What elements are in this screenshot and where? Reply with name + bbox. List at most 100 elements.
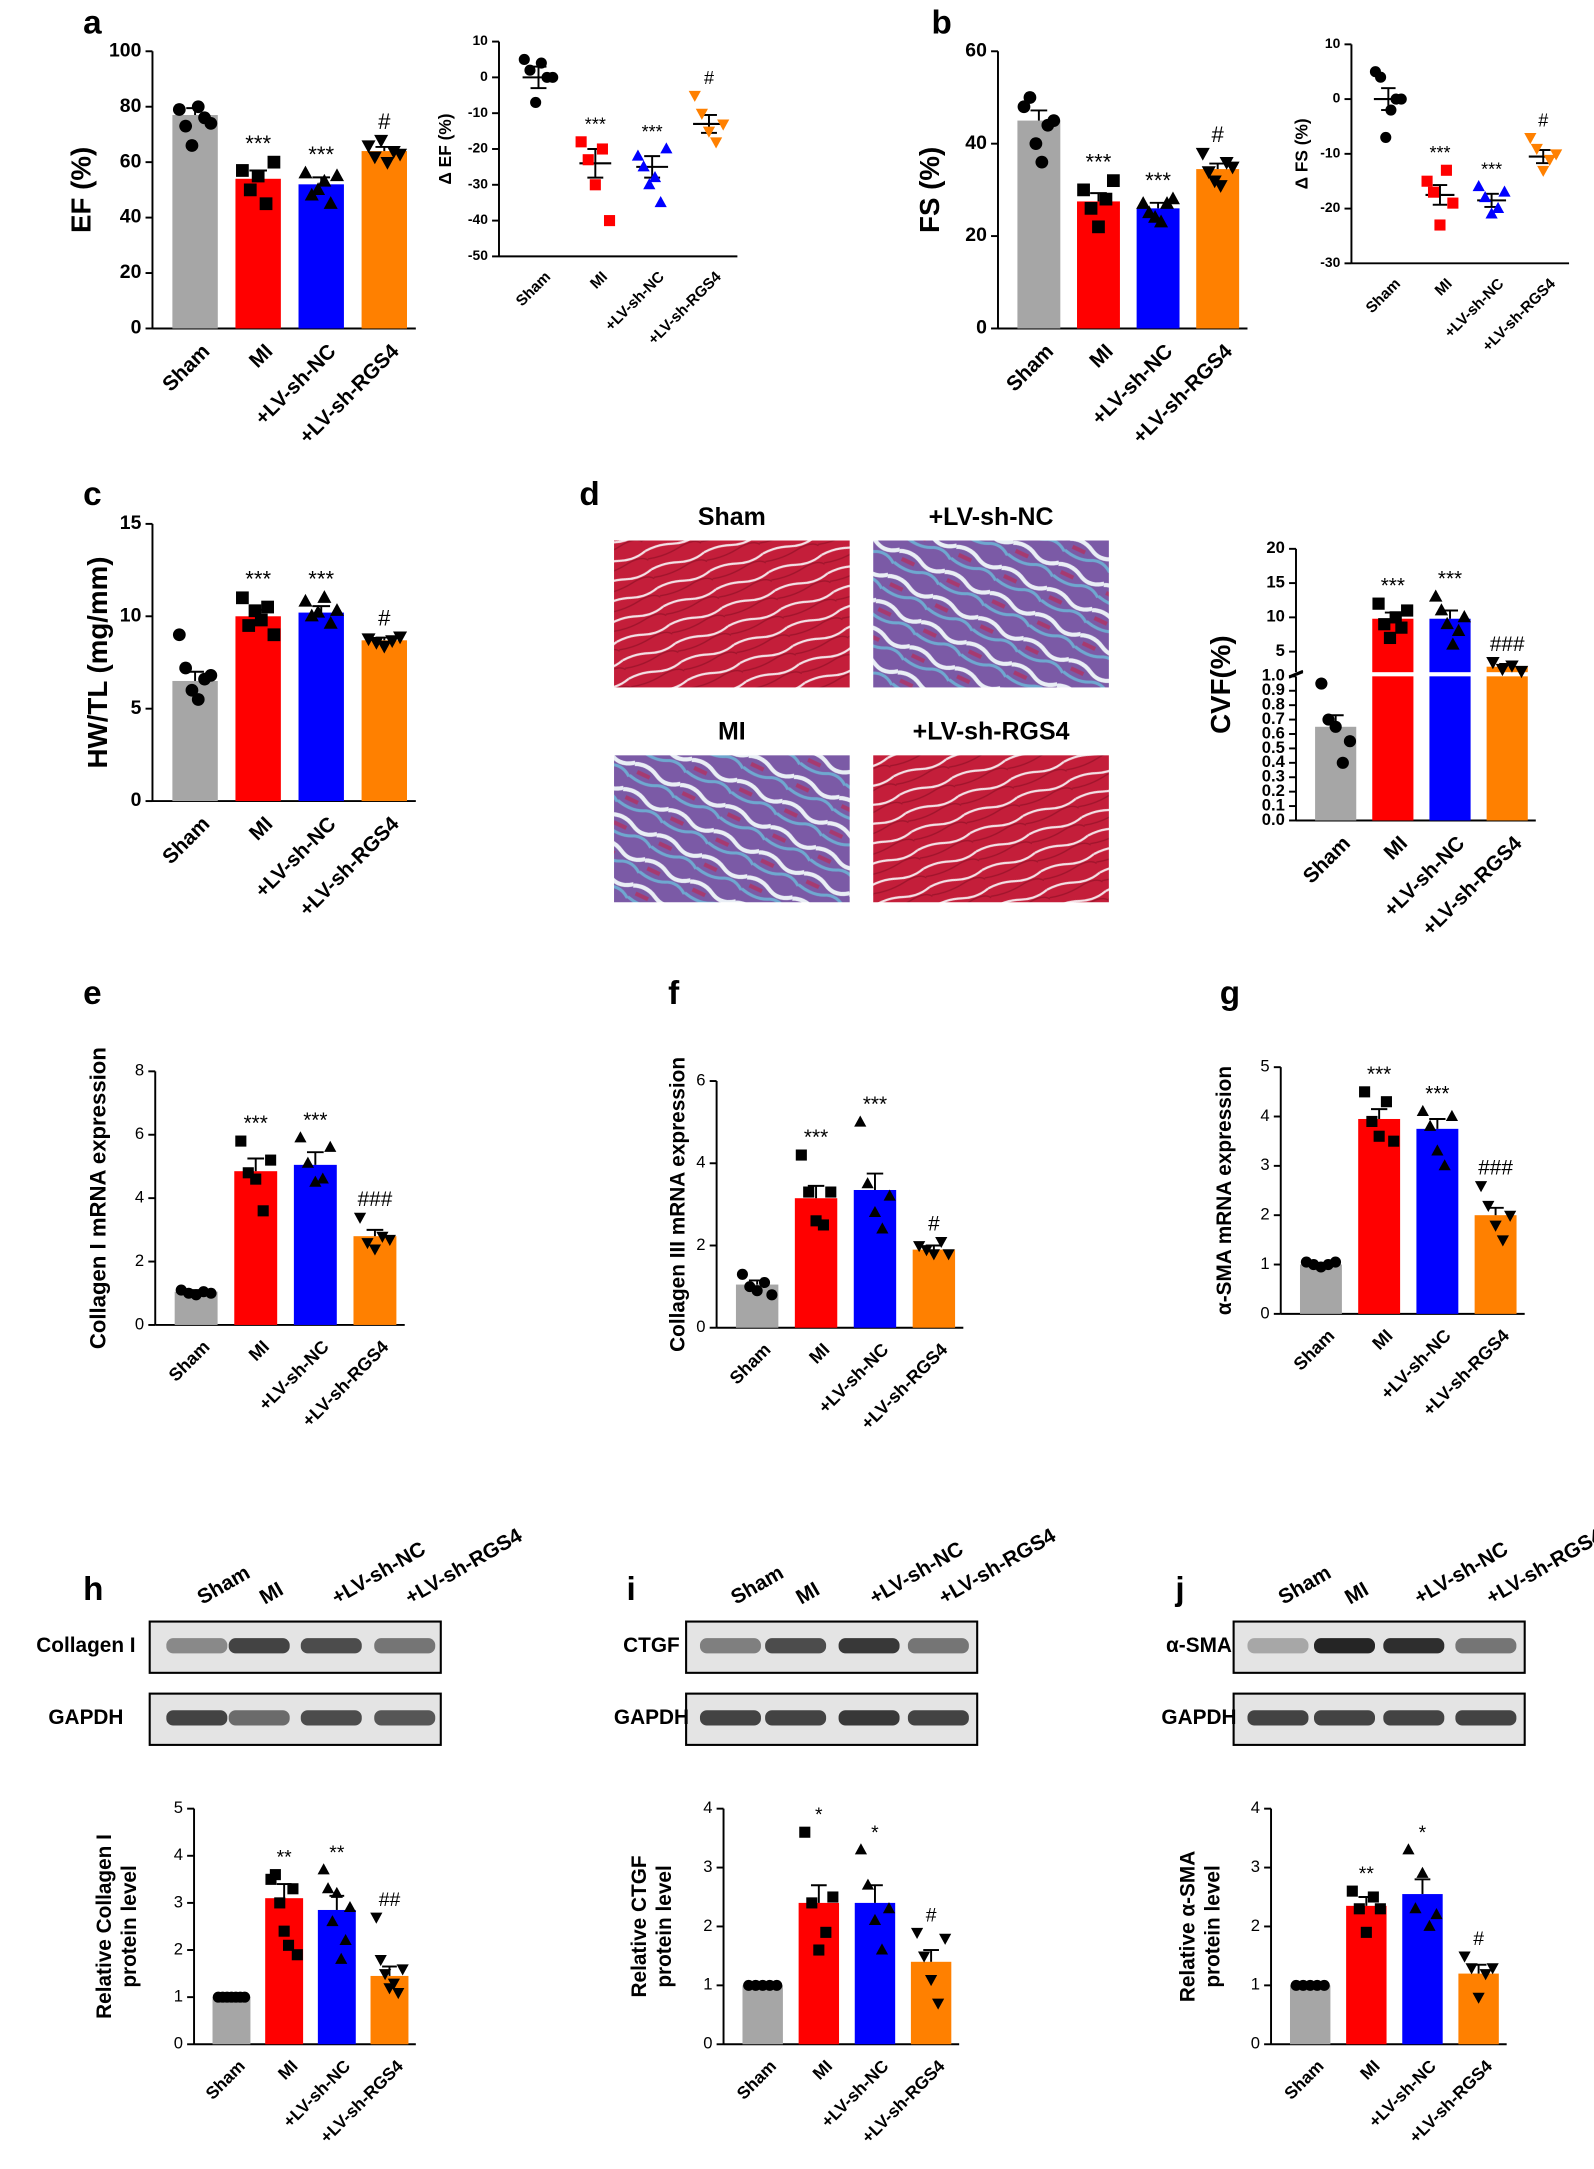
- y-tick-label: 5: [1260, 1057, 1269, 1076]
- y-tick-label: 3: [1260, 1155, 1269, 1174]
- histology-image: [614, 540, 850, 688]
- data-point: [324, 1140, 337, 1152]
- data-point: [191, 100, 205, 114]
- y-tick-label: 40: [965, 132, 987, 154]
- x-tick-label: MI: [1356, 2056, 1384, 2084]
- data-point: [185, 139, 199, 152]
- data-point: [1550, 149, 1563, 161]
- y-axis-label: protein level: [1202, 1865, 1225, 1987]
- row-label: GAPDH: [614, 1706, 689, 1729]
- data-point: [1023, 91, 1037, 104]
- data-point: [329, 603, 345, 616]
- data-point: [1359, 1086, 1371, 1098]
- significance: ***: [245, 567, 271, 592]
- data-point: [1505, 660, 1519, 673]
- y-tick-label: 0: [1260, 1303, 1269, 1322]
- data-point: [1440, 616, 1454, 630]
- data-point: [758, 1276, 771, 1289]
- data-point: [1440, 164, 1452, 176]
- axis-break: [1288, 669, 1304, 678]
- data-point: [920, 1245, 933, 1257]
- y-tick-label: -10: [1320, 144, 1340, 160]
- data-point: [736, 1268, 748, 1280]
- data-point: [323, 196, 338, 209]
- data-point: [1378, 618, 1391, 631]
- data-point: [1380, 1096, 1392, 1108]
- row-label: Collagen I: [36, 1634, 135, 1657]
- y-tick-label: 4: [703, 1798, 712, 1817]
- bar: [1289, 1985, 1331, 2045]
- data-point: [1201, 166, 1216, 180]
- data-point: [518, 53, 530, 66]
- data-point: [257, 1205, 269, 1217]
- data-point: [660, 142, 673, 154]
- y-tick-label: 1: [174, 1987, 183, 2006]
- x-tick-label: MI: [245, 1337, 273, 1365]
- data-point: [1498, 185, 1511, 197]
- y-tick-label: 4: [1251, 1798, 1260, 1817]
- bar: [1358, 1118, 1401, 1314]
- error-bar: [923, 1949, 939, 1962]
- y-tick-label: 2: [174, 1939, 183, 1958]
- bar: [854, 1902, 896, 2045]
- error-bar: [810, 1884, 827, 1903]
- data-point: [379, 1969, 392, 1981]
- x-tick-label: Sham: [1363, 275, 1404, 316]
- blot-band: [374, 1710, 436, 1726]
- data-point: [1445, 1109, 1459, 1121]
- data-point: [179, 119, 193, 133]
- blot-band: [166, 1638, 228, 1654]
- y-tick-label: 0.0: [1262, 810, 1285, 829]
- data-point: [172, 103, 186, 116]
- data-point: [1457, 610, 1472, 623]
- y-tick-label: 1: [1251, 1975, 1260, 1994]
- bar: [1299, 1264, 1342, 1314]
- data-point: [1402, 1843, 1415, 1855]
- significance: #: [1212, 122, 1225, 147]
- data-point: [1446, 637, 1460, 650]
- significance: ***: [1429, 143, 1450, 163]
- x-tick-label: MI: [1085, 340, 1118, 373]
- data-point: [236, 164, 249, 177]
- data-point: [854, 1115, 867, 1127]
- y-axis-label: protein level: [653, 1865, 676, 1987]
- bar: [1372, 676, 1414, 821]
- data-point: [817, 1219, 829, 1231]
- significance: *: [815, 1804, 823, 1826]
- y-tick-label: 15: [120, 512, 142, 534]
- bar: [742, 1985, 783, 2045]
- x-tick-label: +LV-sh-RGS4: [1418, 831, 1527, 940]
- data-point: [939, 1933, 952, 1945]
- data-point: [1479, 1969, 1492, 1981]
- data-point: [1485, 207, 1498, 219]
- data-point: [1346, 1885, 1358, 1897]
- y-tick-label: 60: [120, 150, 142, 172]
- data-point: [377, 640, 392, 654]
- bar: [235, 178, 281, 329]
- lane-label: Sham: [727, 1561, 788, 1609]
- significance: **: [1359, 1863, 1375, 1885]
- x-tick-label: MI: [587, 268, 611, 292]
- x-tick-label: Sham: [1299, 832, 1355, 888]
- bar: [1416, 1128, 1459, 1314]
- error-bar: [366, 1228, 384, 1237]
- significance: #: [926, 1904, 937, 1926]
- data-point: [353, 1212, 367, 1224]
- data-point: [1429, 589, 1443, 602]
- y-tick-label: 10: [1266, 607, 1285, 626]
- y-tick-label: 2: [135, 1251, 144, 1270]
- data-point: [294, 1131, 307, 1143]
- data-point: [910, 1927, 924, 1940]
- data-point: [343, 1900, 357, 1913]
- significance: ###: [358, 1188, 393, 1211]
- y-tick-label: 8: [135, 1061, 144, 1080]
- data-point: [374, 134, 389, 148]
- y-axis-label: HW/TL (mg/mm): [82, 556, 113, 768]
- y-tick-label: 1: [703, 1975, 712, 1994]
- data-point: [269, 1869, 281, 1881]
- y-tick-label: 0: [696, 1317, 705, 1336]
- data-point: [1489, 1220, 1502, 1232]
- y-axis-label: Relative α-SMA: [1177, 1851, 1200, 2002]
- data-point: [637, 160, 650, 172]
- data-point: [861, 1878, 875, 1890]
